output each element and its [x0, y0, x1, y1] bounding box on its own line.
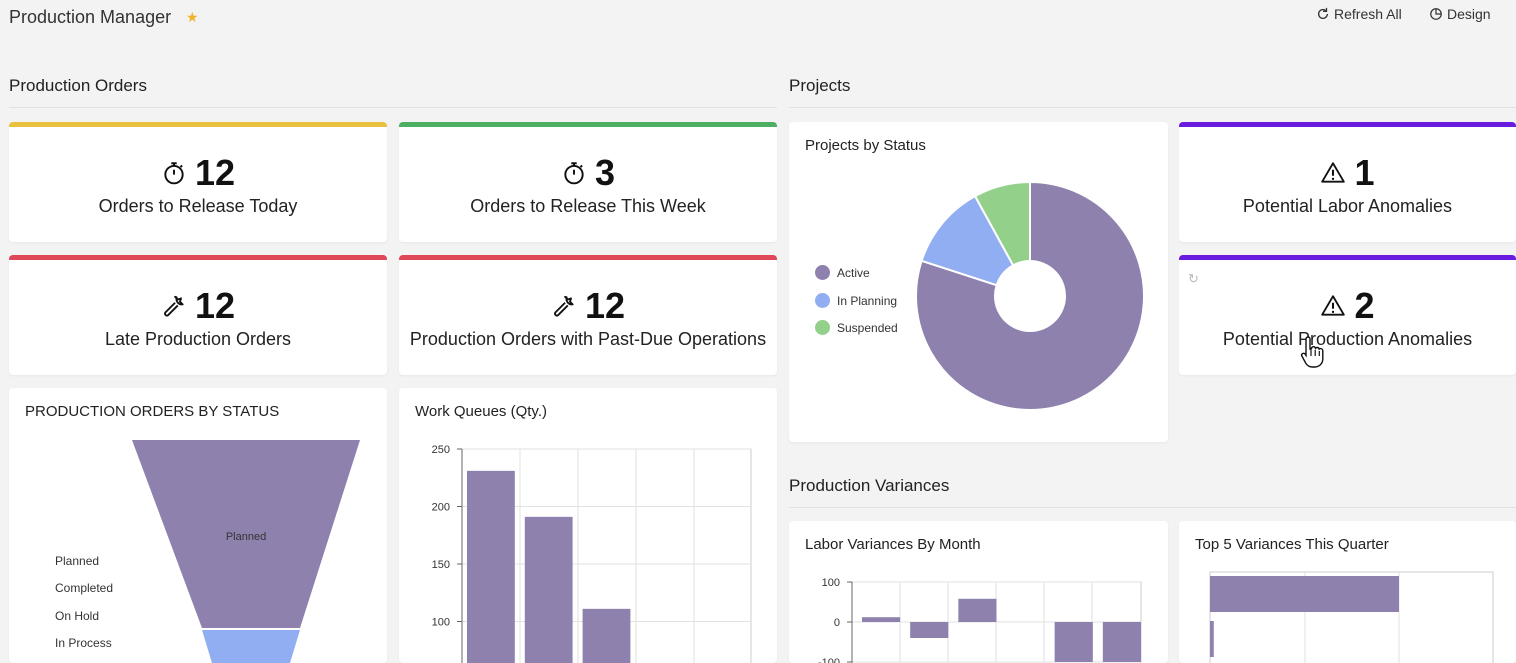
star-icon[interactable]: ★ [186, 9, 199, 25]
kpi-value: 3 [594, 152, 616, 193]
bar[interactable] [1054, 622, 1093, 662]
refresh-icon [1317, 7, 1329, 19]
refresh-all-label: Refresh All [1334, 6, 1402, 22]
chart-title: Work Queues (Qty.) [415, 403, 547, 420]
legend-swatch [815, 265, 830, 280]
donut-slice-suspended[interactable] [973, 180, 1031, 267]
kpi-label: Orders to Release Today [98, 196, 298, 216]
funnel-stage-label: Planned [226, 531, 266, 543]
kpi-card-labor-anomalies[interactable]: 1 Potential Labor Anomalies [1179, 122, 1516, 242]
section-title-production-variances: Production Variances [789, 476, 950, 495]
funnel-stage-completed[interactable] [202, 630, 300, 663]
kpi-card-past-due-operations[interactable]: 12 Production Orders with Past-Due Opera… [399, 255, 777, 375]
bar[interactable] [582, 608, 631, 663]
bar[interactable] [1102, 622, 1141, 662]
stopwatch-icon [561, 160, 587, 186]
y-tick-label: 200 [432, 502, 450, 514]
bar[interactable] [862, 617, 901, 622]
design-button[interactable]: Design [1429, 6, 1491, 22]
legend-item-in-planning[interactable]: In Planning [815, 293, 897, 308]
kpi-value: 1 [1354, 152, 1375, 193]
legend-item-suspended[interactable]: Suspended [815, 320, 898, 335]
kpi-label: Potential Labor Anomalies [1242, 196, 1453, 216]
bar[interactable] [524, 516, 573, 663]
funnel-legend-planned: Planned [55, 554, 100, 568]
kpi-label: Orders to Release This Week [470, 196, 706, 216]
funnel-legend-in-process: In Process [55, 636, 112, 650]
bar[interactable] [958, 598, 997, 622]
kpi-card-orders-release-today[interactable]: 12 Orders to Release Today [9, 122, 387, 242]
section-divider [789, 507, 1516, 508]
kpi-label: Potential Production Anomalies [1222, 329, 1473, 349]
bar[interactable] [1210, 621, 1214, 657]
bar[interactable] [467, 470, 515, 663]
kpi-label: Late Production Orders [104, 329, 292, 349]
legend-swatch [815, 293, 830, 308]
design-label: Design [1447, 6, 1491, 22]
section-title-production-orders: Production Orders [9, 76, 147, 95]
kpi-value: 12 [194, 152, 236, 193]
funnel-legend-on-hold: On Hold [55, 609, 100, 623]
wrench-icon [161, 293, 187, 319]
kpi-card-orders-release-week[interactable]: 3 Orders to Release This Week [399, 122, 777, 242]
kpi-card-late-production-orders[interactable]: 12 Late Production Orders [9, 255, 387, 375]
loading-spinner-icon: ↻ [1188, 271, 1199, 286]
funnel-stage-planned[interactable] [132, 440, 360, 628]
labor-variances-card: Labor Variances By Month 100 0 -100 [789, 521, 1168, 663]
pie-chart-icon [1430, 8, 1442, 20]
projects-donut-chart [915, 180, 1145, 411]
section-divider [789, 107, 1516, 108]
y-tick-label: 150 [432, 559, 450, 571]
top-variances-card: Top 5 Variances This Quarter [1179, 521, 1516, 663]
y-tick-label: 100 [432, 617, 450, 629]
kpi-card-production-anomalies[interactable]: ↻ 2 Potential Production Anomalies [1179, 255, 1516, 375]
funnel-chart: Planned [132, 440, 360, 663]
chart-title: Projects by Status [805, 137, 926, 154]
legend-swatch [815, 320, 830, 335]
chart-title: PRODUCTION ORDERS BY STATUS [25, 403, 280, 420]
legend-label: Active [837, 265, 870, 280]
chart-title: Top 5 Variances This Quarter [1195, 536, 1389, 553]
page-title: Production Manager [9, 7, 172, 27]
production-orders-by-status-card: PRODUCTION ORDERS BY STATUS Planned Comp… [9, 388, 387, 663]
section-divider [9, 107, 777, 108]
warning-icon [1320, 293, 1346, 319]
kpi-value: 12 [194, 285, 236, 326]
work-queues-card: Work Queues (Qty.) 100 150 200 250 [399, 388, 777, 663]
projects-by-status-card: Projects by Status Active In Planning Su… [789, 122, 1168, 442]
labor-variances-chart: 100 0 -100 [818, 577, 1142, 663]
donut-slice-active[interactable] [915, 180, 1145, 411]
funnel-legend-completed: Completed [55, 581, 114, 595]
y-tick-label: 250 [432, 444, 450, 456]
wrench-icon [551, 293, 577, 319]
kpi-value: 12 [584, 285, 626, 326]
kpi-value: 2 [1354, 285, 1375, 326]
y-tick-label: -100 [818, 657, 840, 663]
bar[interactable] [910, 622, 949, 638]
refresh-all-button[interactable]: Refresh All [1316, 6, 1402, 22]
kpi-label: Production Orders with Past-Due Operatio… [409, 329, 767, 349]
top-variances-chart [1209, 571, 1494, 663]
chart-title: Labor Variances By Month [805, 536, 981, 553]
work-queues-chart: 100 150 200 250 [432, 444, 752, 663]
y-tick-label: 0 [834, 617, 840, 629]
y-tick-label: 100 [822, 577, 840, 589]
legend-label: In Planning [837, 293, 898, 308]
bar[interactable] [1210, 576, 1399, 612]
stopwatch-icon [161, 160, 187, 186]
legend-item-active[interactable]: Active [815, 265, 870, 280]
legend-label: Suspended [837, 320, 898, 335]
warning-icon [1320, 160, 1346, 186]
section-title-projects: Projects [789, 76, 851, 95]
hand-cursor-icon [1300, 336, 1324, 368]
